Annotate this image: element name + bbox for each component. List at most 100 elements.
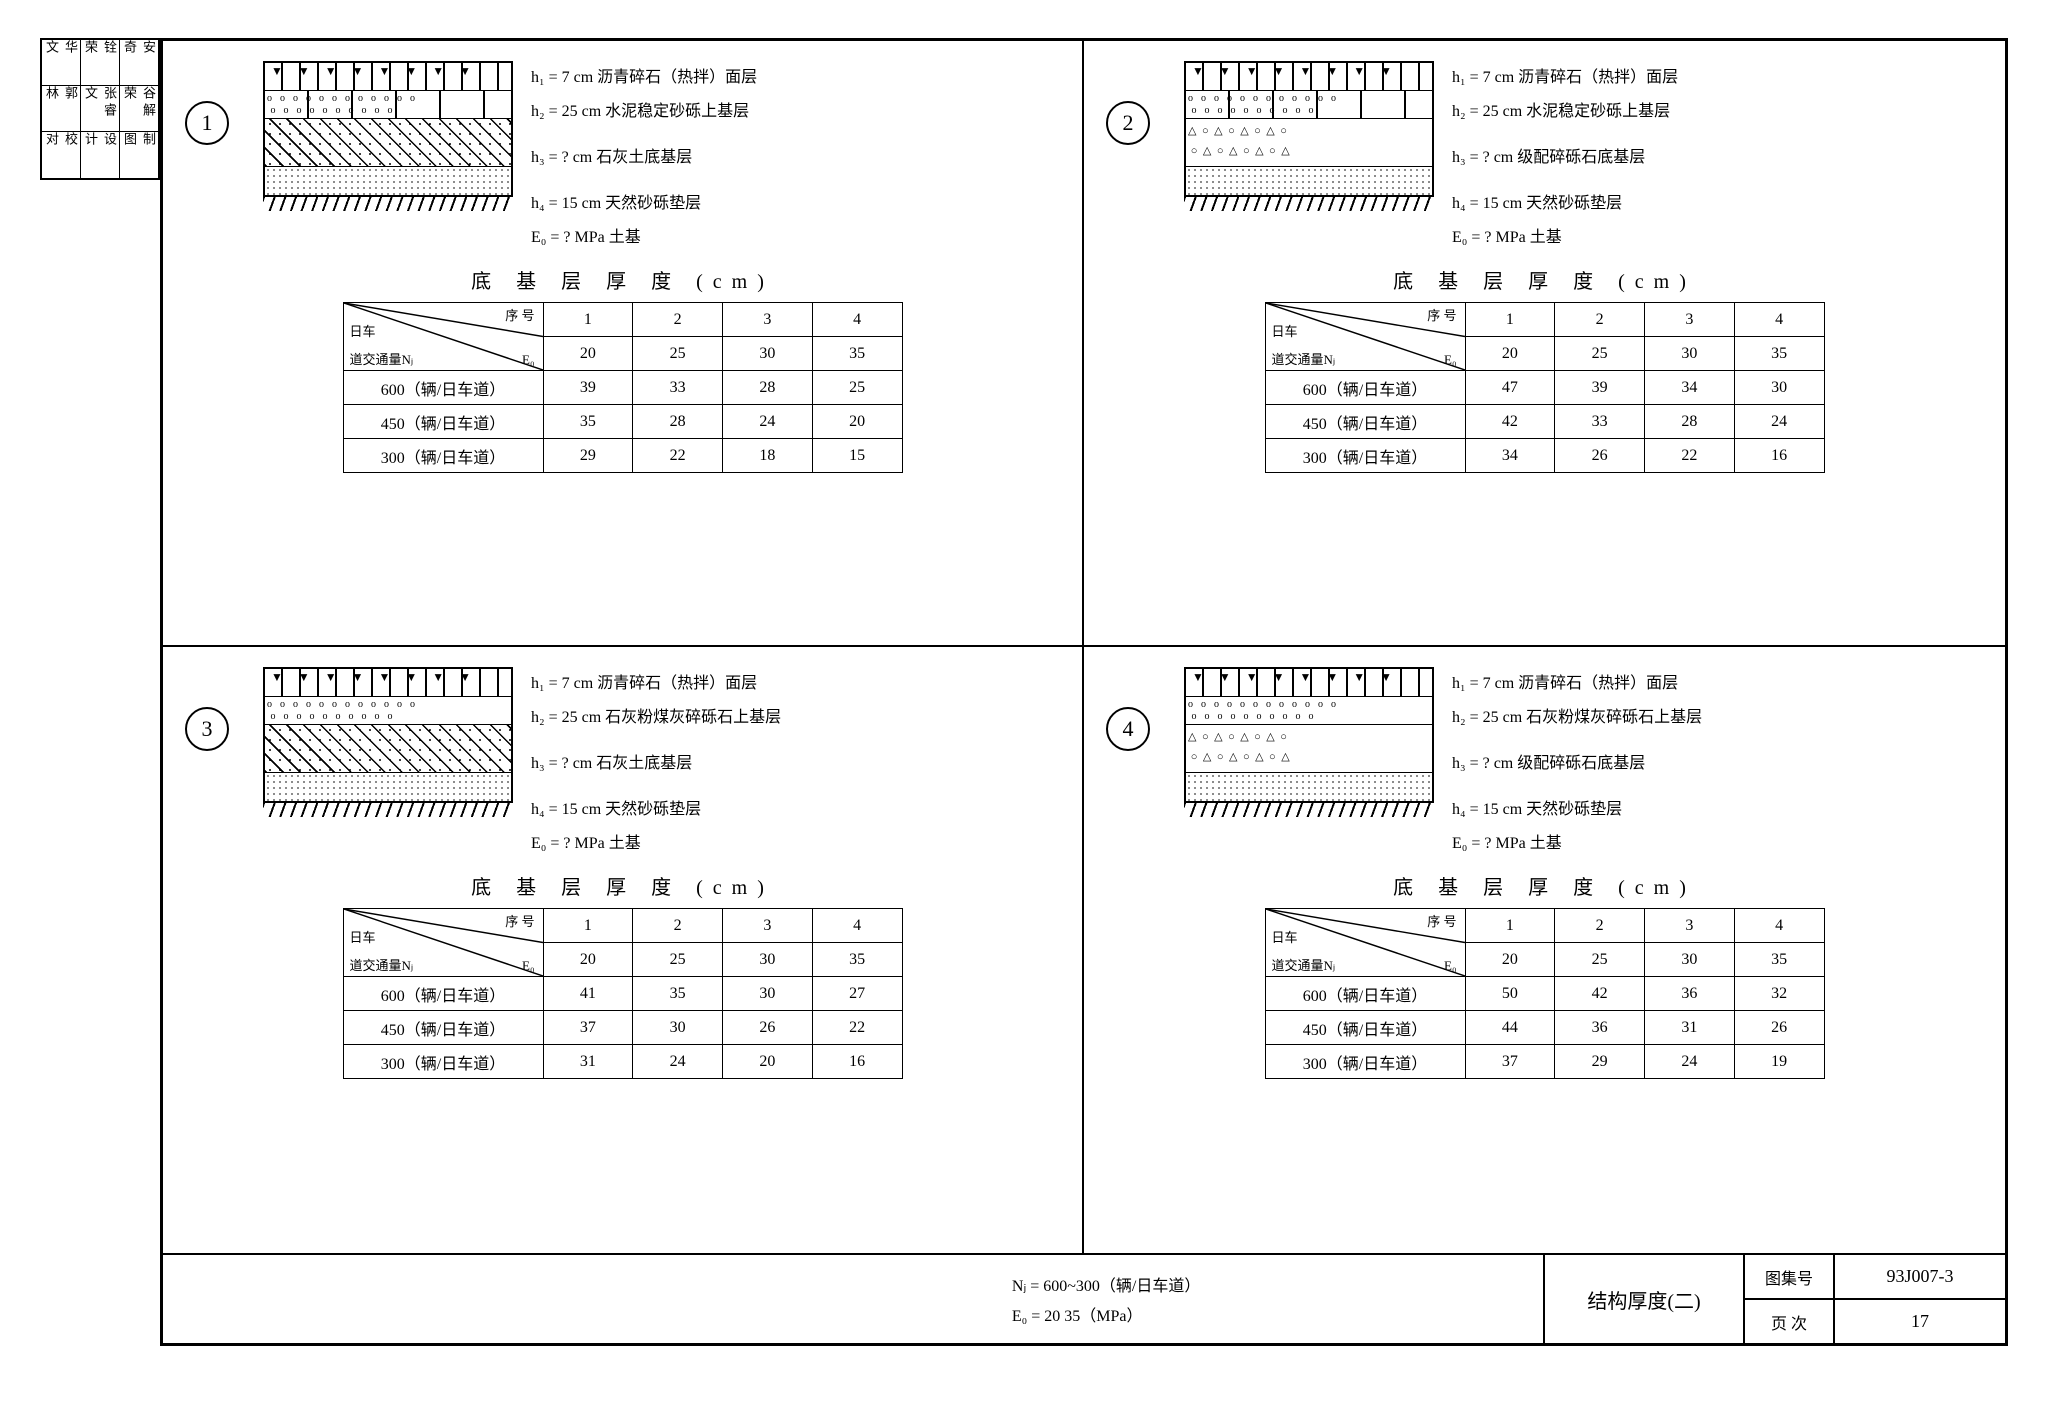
label-h2: h₂ = 25 cm 水泥稳定砂砾上基层 [1452, 97, 1678, 121]
layer-h3 [265, 725, 511, 773]
col-head: 1 [543, 303, 633, 337]
layer-h3 [1186, 119, 1432, 167]
table-title: 底 基 层 厚 度 (cm) [1114, 871, 1975, 900]
label-h3: h₃ = ? cm 石灰土底基层 [531, 143, 757, 167]
cell: 36 [1645, 977, 1735, 1011]
layer-h2 [265, 91, 511, 119]
table-title: 底 基 层 厚 度 (cm) [1114, 265, 1975, 294]
col-head: 1 [543, 909, 633, 943]
row-label: 600（辆/日车道） [343, 977, 543, 1011]
footer-title: 结构厚度(二) [1545, 1255, 1745, 1343]
e0-head: 30 [1645, 943, 1735, 977]
tb-cell: 谷解荣 [120, 86, 158, 131]
tb-cell: 设 计 [81, 132, 120, 178]
col-head: 4 [812, 909, 902, 943]
label-h1: h₁ = 7 cm 沥青碎石（热拌）面层 [531, 63, 757, 87]
row-label: 450（辆/日车道） [343, 1011, 543, 1045]
col-head: 2 [633, 909, 723, 943]
label-h1: h₁ = 7 cm 沥青碎石（热拌）面层 [1452, 63, 1678, 87]
layer-labels: h₁ = 7 cm 沥青碎石（热拌）面层 h₂ = 25 cm 水泥稳定砂砾上基… [1452, 61, 1678, 247]
layer-labels: h₁ = 7 cm 沥青碎石（热拌）面层 h₂ = 25 cm 水泥稳定砂砾上基… [531, 61, 757, 247]
nj-bot: 道交通量Nⱼ [1272, 955, 1336, 974]
e0-head: 20 [1465, 337, 1555, 371]
tb-cell: 张睿文 [81, 86, 120, 131]
e0-head: 20 [543, 943, 633, 977]
cell: 15 [812, 439, 902, 473]
panel-1: 1 h₁ = 7 cm 沥青碎石（热拌）面层 h₂ = 25 cm 水泥稳定砂砾… [163, 41, 1084, 647]
diag-header: 序 号 E₀ 日车 道交通量Nⱼ [343, 909, 543, 977]
col-head: 3 [1645, 909, 1735, 943]
title-block: 华 文 铨 荣 安 奇 郭 林 张睿文 谷解荣 校 对 设 计 制 图 [40, 38, 160, 180]
row-label: 300（辆/日车道） [1265, 439, 1465, 473]
e0-head: 20 [1465, 943, 1555, 977]
e0-head: 30 [723, 943, 813, 977]
label-h2: h₂ = 25 cm 石灰粉煤灰碎砾石上基层 [1452, 703, 1702, 727]
cell: 39 [543, 371, 633, 405]
cell: 33 [633, 371, 723, 405]
cell: 20 [812, 405, 902, 439]
col-head: 3 [723, 909, 813, 943]
col-head: 2 [633, 303, 723, 337]
cell: 44 [1465, 1011, 1555, 1045]
layer-h1 [1186, 63, 1432, 91]
cell: 31 [1645, 1011, 1735, 1045]
nj-bot: 道交通量Nⱼ [350, 349, 414, 368]
label-h4: h₄ = 15 cm 天然砂砾垫层 [1452, 795, 1702, 819]
col-head: 4 [812, 303, 902, 337]
nj-top: 日车 [350, 927, 376, 946]
subgrade-hatch [1184, 803, 1434, 817]
cell: 30 [633, 1011, 723, 1045]
diag-header: 序 号 E₀ 日车 道交通量Nⱼ [1265, 909, 1465, 977]
col-head: 3 [723, 303, 813, 337]
footer-params: Nⱼ = 600~300（辆/日车道） E₀ = 20 35（MPa） [992, 1255, 1545, 1343]
label-e0: E₀ = ? MPa 土基 [1452, 829, 1702, 853]
cell: 35 [543, 405, 633, 439]
table-title: 底 基 层 厚 度 (cm) [193, 871, 1052, 900]
footer: Nⱼ = 600~300（辆/日车道） E₀ = 20 35（MPa） 结构厚度… [163, 1253, 2005, 1343]
nj-bot: 道交通量Nⱼ [350, 955, 414, 974]
page-value: 17 [1835, 1300, 2005, 1343]
subgrade-hatch [263, 803, 513, 817]
footer-line: Nⱼ = 600~300（辆/日车道） [1012, 1272, 1523, 1296]
e0-head: 35 [1734, 337, 1824, 371]
cell: 29 [1555, 1045, 1645, 1079]
layer-h3 [1186, 725, 1432, 773]
cell: 35 [633, 977, 723, 1011]
e0-head: 35 [1734, 943, 1824, 977]
panel-3: 3 h₁ = 7 cm 沥青碎石（热拌）面层 h₂ = 25 cm 石灰粉煤灰碎… [163, 647, 1084, 1253]
label-e0: E₀ = ? MPa 土基 [531, 829, 781, 853]
diag-header: 序 号 E₀ 日车 道交通量Nⱼ [1265, 303, 1465, 371]
layer-h4 [1186, 773, 1432, 801]
label-h2: h₂ = 25 cm 水泥稳定砂砾上基层 [531, 97, 757, 121]
cell: 34 [1465, 439, 1555, 473]
cell: 42 [1555, 977, 1645, 1011]
cell: 30 [1734, 371, 1824, 405]
tb-cell: 铨 荣 [81, 40, 120, 85]
label-h4: h₄ = 15 cm 天然砂砾垫层 [531, 189, 757, 213]
cell: 26 [1734, 1011, 1824, 1045]
label-e0: E₀ = ? MPa 土基 [531, 223, 757, 247]
cell: 16 [1734, 439, 1824, 473]
e0-head: 20 [543, 337, 633, 371]
cell: 24 [723, 405, 813, 439]
label-h3: h₃ = ? cm 石灰土底基层 [531, 749, 781, 773]
cell: 22 [812, 1011, 902, 1045]
panel-badge: 2 [1106, 101, 1150, 145]
cell: 34 [1645, 371, 1735, 405]
col-head: 1 [1465, 909, 1555, 943]
cell: 37 [1465, 1045, 1555, 1079]
subgrade-hatch [263, 197, 513, 211]
panel-4: 4 h₁ = 7 cm 沥青碎石（热拌）面层 h₂ = 25 cm 石灰粉煤灰碎… [1084, 647, 2005, 1253]
panel-badge: 4 [1106, 707, 1150, 751]
panel-badge: 1 [185, 101, 229, 145]
layer-h2 [1186, 91, 1432, 119]
e0-head: 35 [812, 943, 902, 977]
cell: 16 [812, 1045, 902, 1079]
cell: 28 [723, 371, 813, 405]
col-head: 1 [1465, 303, 1555, 337]
tb-cell: 校 对 [42, 132, 81, 178]
cell: 22 [633, 439, 723, 473]
col-head: 4 [1734, 303, 1824, 337]
cross-section [263, 667, 513, 853]
row-label: 600（辆/日车道） [1265, 371, 1465, 405]
